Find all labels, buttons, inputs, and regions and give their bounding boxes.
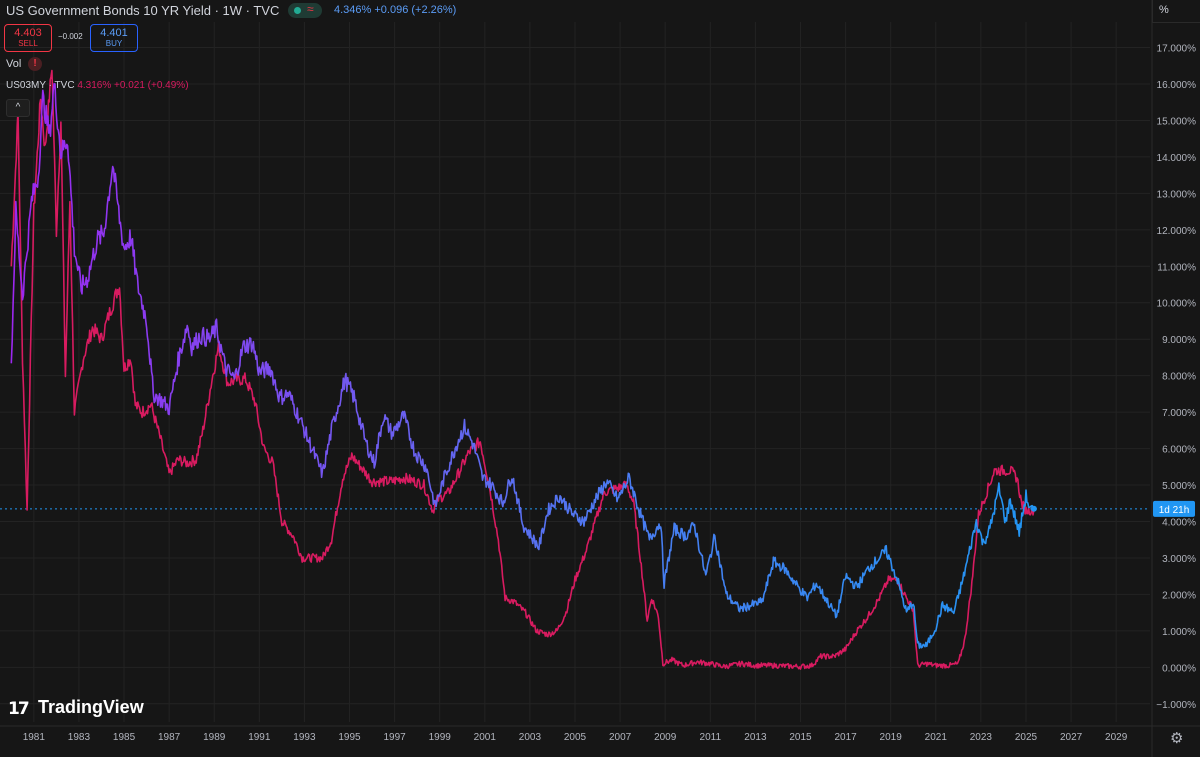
x-tick-label: 1983 <box>68 732 91 743</box>
x-tick-label: 1989 <box>203 732 226 743</box>
compare-symbol: US03MY · TVC <box>6 80 75 91</box>
buy-price: 4.401 <box>100 27 128 39</box>
compare-quote: 4.316% +0.021 (+0.49%) <box>77 80 189 91</box>
warning-icon[interactable]: ! <box>28 57 42 71</box>
y-tick-label: 1.000% <box>1162 627 1196 638</box>
x-tick-label: 2007 <box>609 732 632 743</box>
buy-button[interactable]: 4.401 BUY <box>90 24 138 52</box>
price-axis[interactable]: 17.000% 16.000% 15.000% 14.000% 13.000% 12.00… <box>1151 0 1197 757</box>
data-delay-icon: ≈ <box>307 2 314 16</box>
sell-price: 4.403 <box>14 27 42 39</box>
spread-value: −0.002 <box>58 32 83 41</box>
tradingview-logo-icon: 17 <box>8 699 30 719</box>
chart-settings-icon[interactable]: ⚙ <box>1170 730 1184 747</box>
x-tick-label: 2005 <box>564 732 587 743</box>
chart-header: US Government Bonds 10 YR Yield · 1W · T… <box>0 0 1150 22</box>
y-tick-label: 16.000% <box>1157 80 1197 91</box>
symbol-title[interactable]: US Government Bonds 10 YR Yield · 1W · T… <box>6 3 280 18</box>
y-tick-label: 8.000% <box>1162 372 1196 383</box>
x-tick-label: 1999 <box>429 732 452 743</box>
axis-unit-label: % <box>1159 4 1169 16</box>
tradingview-logo-text: TradingView <box>38 697 144 717</box>
x-tick-label: 2029 <box>1105 732 1128 743</box>
buy-label: BUY <box>105 39 123 48</box>
x-tick-label: 2013 <box>744 732 767 743</box>
x-tick-label: 1987 <box>158 732 181 743</box>
y-tick-label: 2.000% <box>1162 590 1196 601</box>
y-tick-label: 9.000% <box>1162 335 1196 346</box>
y-tick-label: 5.000% <box>1162 481 1196 492</box>
x-tick-label: 2017 <box>834 732 857 743</box>
x-tick-label: 2015 <box>789 732 812 743</box>
x-tick-label: 1993 <box>293 732 316 743</box>
last-price-tag-text: 1d 21h <box>1159 505 1190 516</box>
sell-button[interactable]: 4.403 SELL <box>4 24 52 52</box>
x-tick-label: 2019 <box>880 732 903 743</box>
last-price-tag-bg <box>1153 500 1195 517</box>
sell-label: SELL <box>18 39 38 48</box>
y-tick-label: 0.000% <box>1162 663 1196 674</box>
y-tick-label: 14.000% <box>1157 153 1197 164</box>
x-tick-label: 1985 <box>113 732 136 743</box>
y-tick-label: 15.000% <box>1157 116 1197 127</box>
y-tick-label: 13.000% <box>1157 189 1197 200</box>
last-price-dot <box>1030 505 1037 512</box>
volume-indicator-label[interactable]: Vol <box>6 58 22 70</box>
x-tick-label: 1991 <box>248 732 271 743</box>
us10y-series <box>10 83 1037 649</box>
last-price-tag: 1d 21h <box>1153 500 1195 517</box>
us03my-series <box>10 69 1035 670</box>
y-tick-label: 11.000% <box>1157 262 1196 273</box>
time-axis[interactable]: 1981 1983 1985 1987 1989 1991 1993 1995 1997 1999… <box>0 725 1200 743</box>
x-tick-label: 2003 <box>519 732 542 743</box>
y-tick-label: 3.000% <box>1162 554 1196 565</box>
us10y-line <box>10 83 1035 649</box>
x-tick-label: 1981 <box>23 732 46 743</box>
compare-legend[interactable]: US03MY · TVC 4.316% +0.021 (+0.49%) <box>6 80 189 91</box>
x-tick-label: 2025 <box>1015 732 1038 743</box>
x-tick-label: 1995 <box>338 732 361 743</box>
collapse-legend-button[interactable]: ^ <box>6 99 30 117</box>
x-tick-label: 2027 <box>1060 732 1083 743</box>
us03my-line <box>10 69 1035 670</box>
header-quote: 4.346% +0.096 (+2.26%) <box>334 4 457 16</box>
x-tick-label: 2021 <box>925 732 948 743</box>
chart-grid <box>0 22 1150 722</box>
y-tick-label: 17.000% <box>1157 44 1197 55</box>
y-tick-label: 12.000% <box>1157 226 1197 237</box>
y-tick-label: 10.000% <box>1157 299 1197 310</box>
x-tick-label: 2001 <box>474 732 497 743</box>
axis-unit-box[interactable]: % <box>1152 0 1200 23</box>
y-tick-label: 4.000% <box>1162 517 1196 528</box>
y-tick-label: 7.000% <box>1162 408 1196 419</box>
x-tick-label: 2011 <box>700 732 722 743</box>
market-open-icon <box>294 7 301 14</box>
market-status-pill[interactable]: ≈ <box>288 2 322 18</box>
x-tick-label: 1997 <box>383 732 406 743</box>
x-tick-label: 2009 <box>654 732 677 743</box>
y-tick-label: 6.000% <box>1162 445 1196 456</box>
x-tick-label: 2023 <box>970 732 993 743</box>
y-tick-label: −1.000% <box>1156 700 1196 711</box>
